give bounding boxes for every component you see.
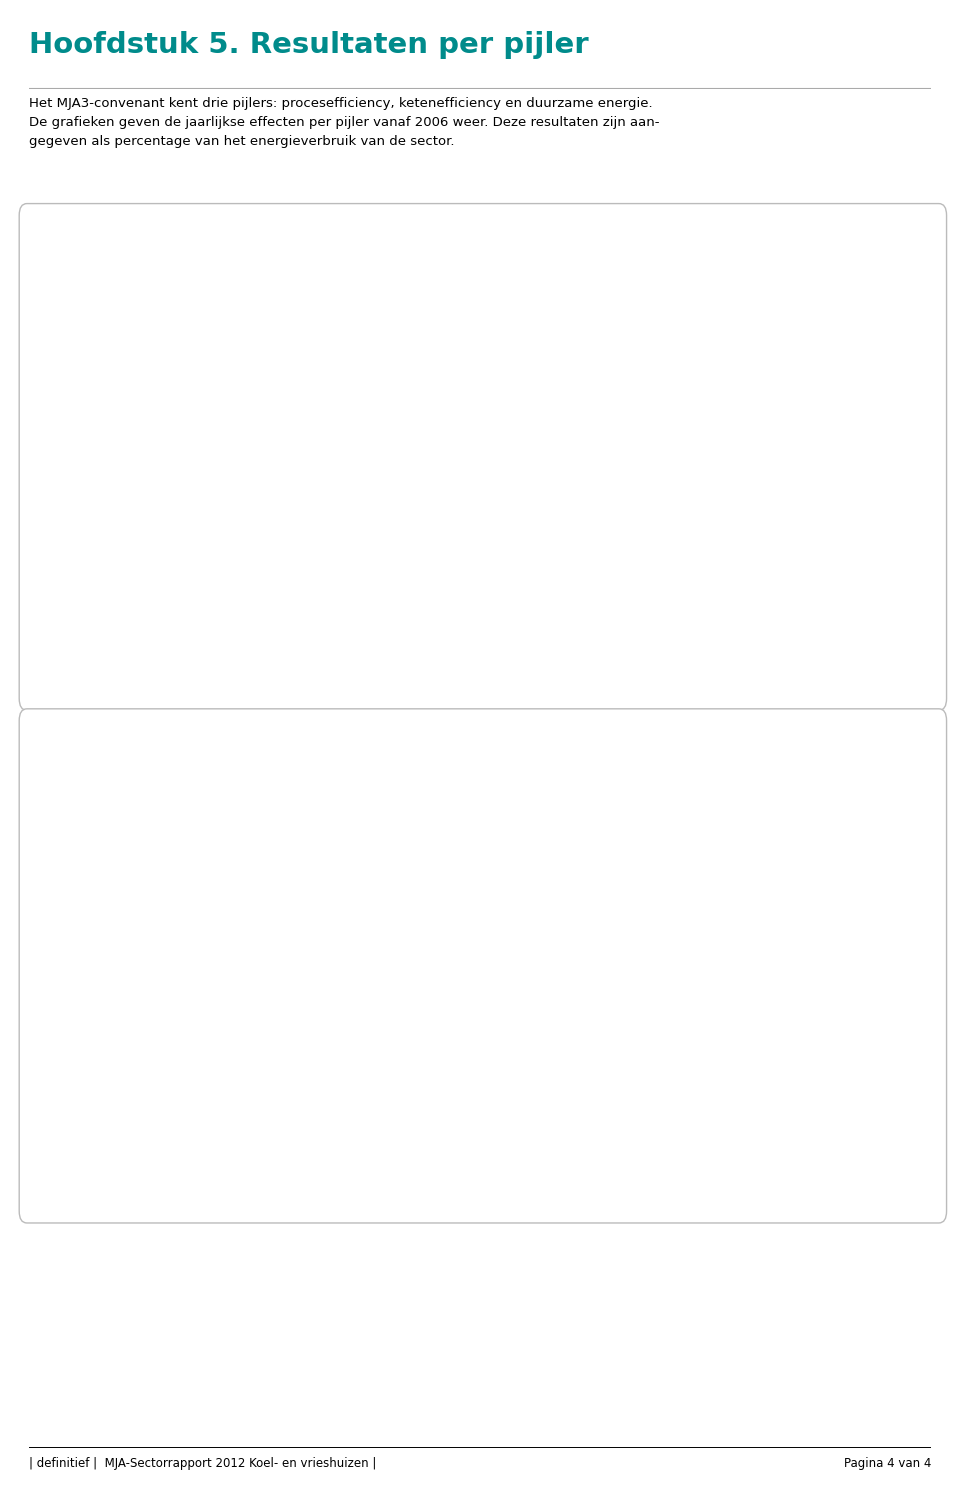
Text: Hoofdstuk 5. Resultaten per pijler: Hoofdstuk 5. Resultaten per pijler [29, 31, 588, 58]
Bar [335, 571, 405, 676]
Bar [608, 513, 678, 676]
Bar [405, 550, 476, 676]
Text: | definitief |  MJA-Sectorrapport 2012 Koel- en vrieshuizen |: | definitief | MJA-Sectorrapport 2012 Ko… [29, 1458, 376, 1471]
Legend: KE-productieketen, KE-productketen: KE-productieketen, KE-productketen [315, 767, 645, 791]
Legend: PE Maatregelen, PE Cumulatief: PE Maatregelen, PE Cumulatief [332, 262, 628, 285]
Text: 239,6 TJ: 239,6 TJ [852, 348, 908, 361]
Text: Het MJA3-convenant kent drie pijlers: procesefficiency, ketenefficiency en duurz: Het MJA3-convenant kent drie pijlers: pr… [29, 97, 660, 147]
Bar [204, 657, 275, 676]
Bar [738, 590, 809, 676]
Bar [537, 637, 608, 676]
Text: Besparingsdoelstelling MJP 2009-2012: Besparingsdoelstelling MJP 2009-2012 [105, 835, 374, 849]
Text: Pagina 4 van 4: Pagina 4 van 4 [844, 1458, 931, 1471]
Bar [738, 1125, 809, 1189]
Text: Besparing PE: Besparing PE [408, 224, 552, 244]
Text: Besparing KE: Besparing KE [407, 730, 553, 749]
Text: Besparingsdoelstelling MJP 2009-2012: Besparingsdoelstelling MJP 2009-2012 [105, 348, 374, 361]
Y-axis label: KE-besparing [TJ primair]: KE-besparing [TJ primair] [57, 908, 70, 1086]
Bar [133, 657, 204, 676]
Bar [809, 424, 879, 676]
Y-axis label: PE-besparing [TJ primair]: PE-besparing [TJ primair] [49, 395, 61, 574]
Text: 26 TJ: 26 TJ [874, 835, 908, 849]
